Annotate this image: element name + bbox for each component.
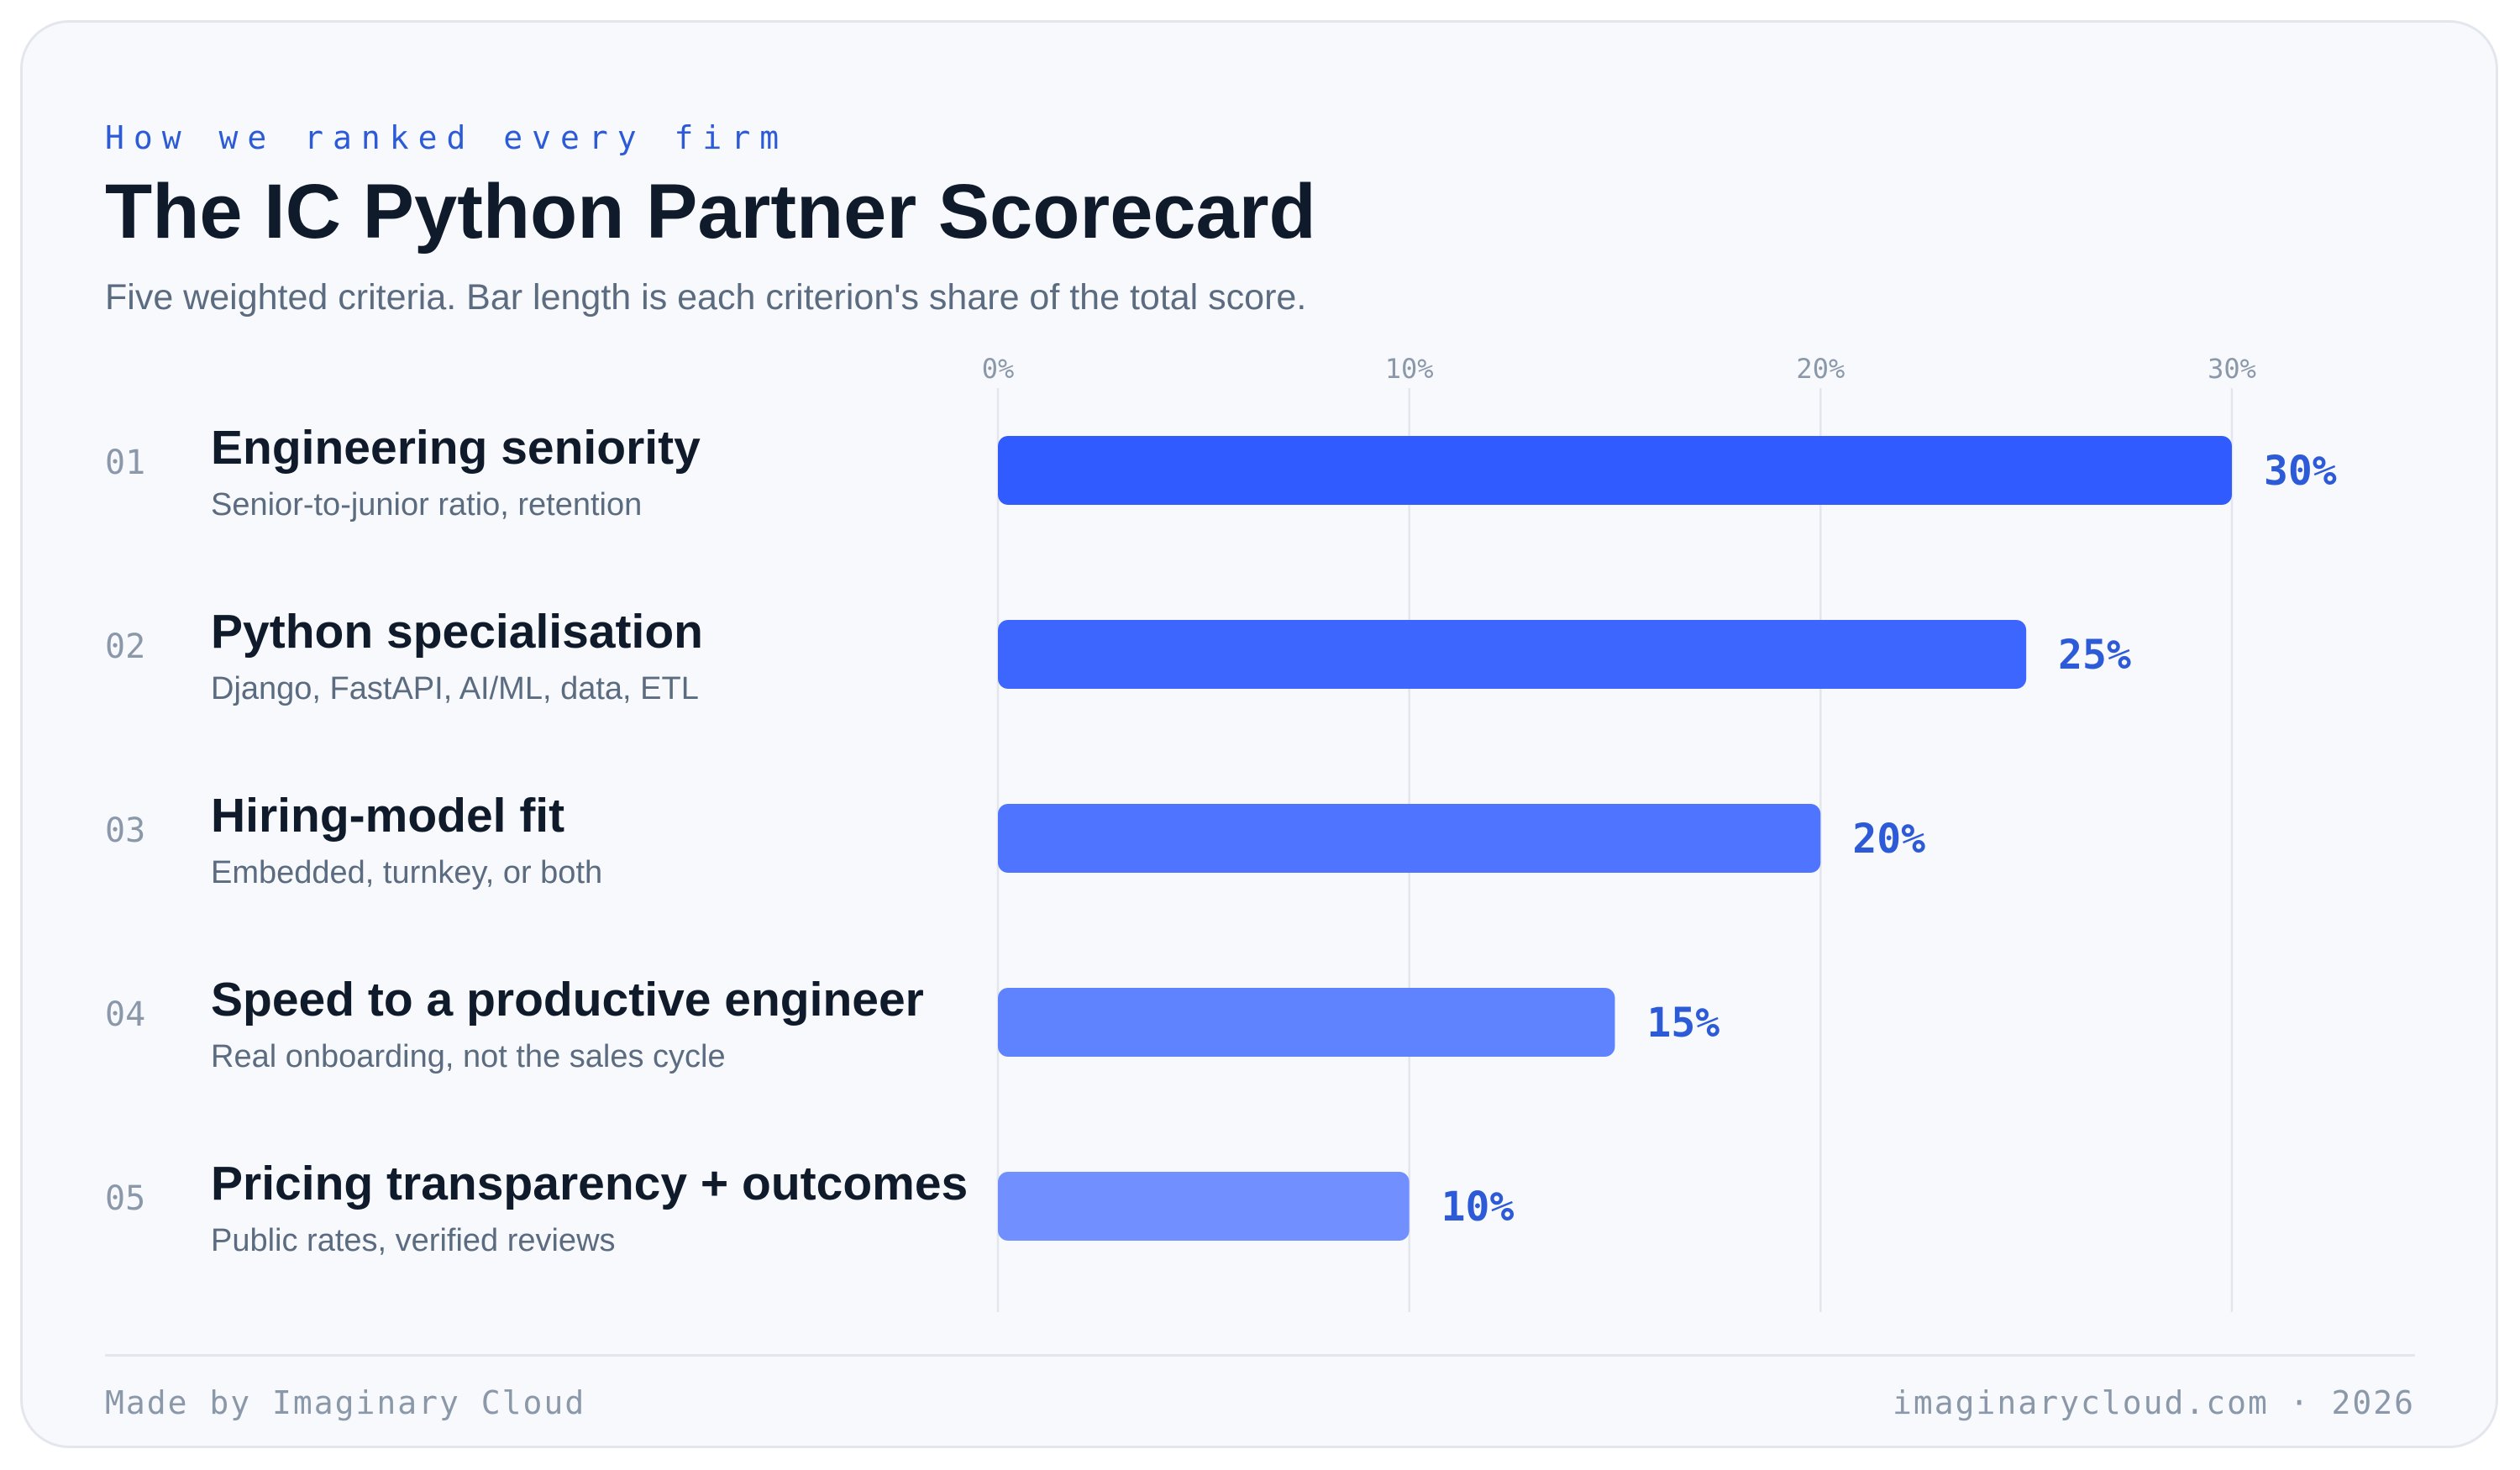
- page-subtitle: Five weighted criteria. Bar length is ea…: [105, 277, 1307, 318]
- criterion-number: 03: [105, 811, 146, 850]
- criterion-subtitle: Senior-to-junior ratio, retention: [211, 487, 643, 522]
- criterion-subtitle: Real onboarding, not the sales cycle: [211, 1039, 726, 1074]
- bar: [998, 1172, 1410, 1241]
- criterion-subtitle: Django, FastAPI, AI/ML, data, ETL: [211, 671, 699, 706]
- footer-divider: [105, 1354, 2415, 1357]
- criterion-subtitle: Embedded, turnkey, or both: [211, 855, 603, 890]
- x-tick-label: 20%: [1796, 353, 1845, 385]
- x-tick-label: 10%: [1385, 353, 1434, 385]
- criterion-number: 05: [105, 1179, 146, 1218]
- criterion-title: Hiring-model fit: [211, 789, 565, 843]
- bar: [998, 620, 2027, 689]
- criterion-title: Speed to a productive engineer: [211, 973, 924, 1026]
- criterion-title: Python specialisation: [211, 605, 703, 659]
- criterion-title: Engineering seniority: [211, 421, 701, 475]
- criterion-subtitle: Public rates, verified reviews: [211, 1223, 616, 1258]
- eyebrow-label: How we ranked every firm: [105, 119, 789, 156]
- criterion-title: Pricing transparency + outcomes: [211, 1157, 969, 1210]
- x-tick-label: 30%: [2208, 353, 2256, 385]
- bar: [998, 988, 1615, 1057]
- footer-site: imaginarycloud.com · 2026: [1893, 1384, 2415, 1421]
- bar-value-label: 10%: [1441, 1184, 1515, 1231]
- bar-value-label: 15%: [1647, 1000, 1720, 1047]
- bar-value-label: 25%: [2058, 632, 2131, 679]
- criterion-number: 04: [105, 995, 146, 1034]
- criterion-number: 01: [105, 444, 146, 482]
- bar: [998, 436, 2232, 505]
- bar: [998, 804, 1821, 873]
- x-tick-label: 0%: [982, 353, 1015, 385]
- page-title: The IC Python Partner Scorecard: [105, 169, 1316, 255]
- bar-value-label: 30%: [2264, 448, 2337, 495]
- footer-credit: Made by Imaginary Cloud: [105, 1384, 586, 1421]
- bar-value-label: 20%: [1852, 816, 1925, 863]
- criterion-number: 02: [105, 627, 146, 666]
